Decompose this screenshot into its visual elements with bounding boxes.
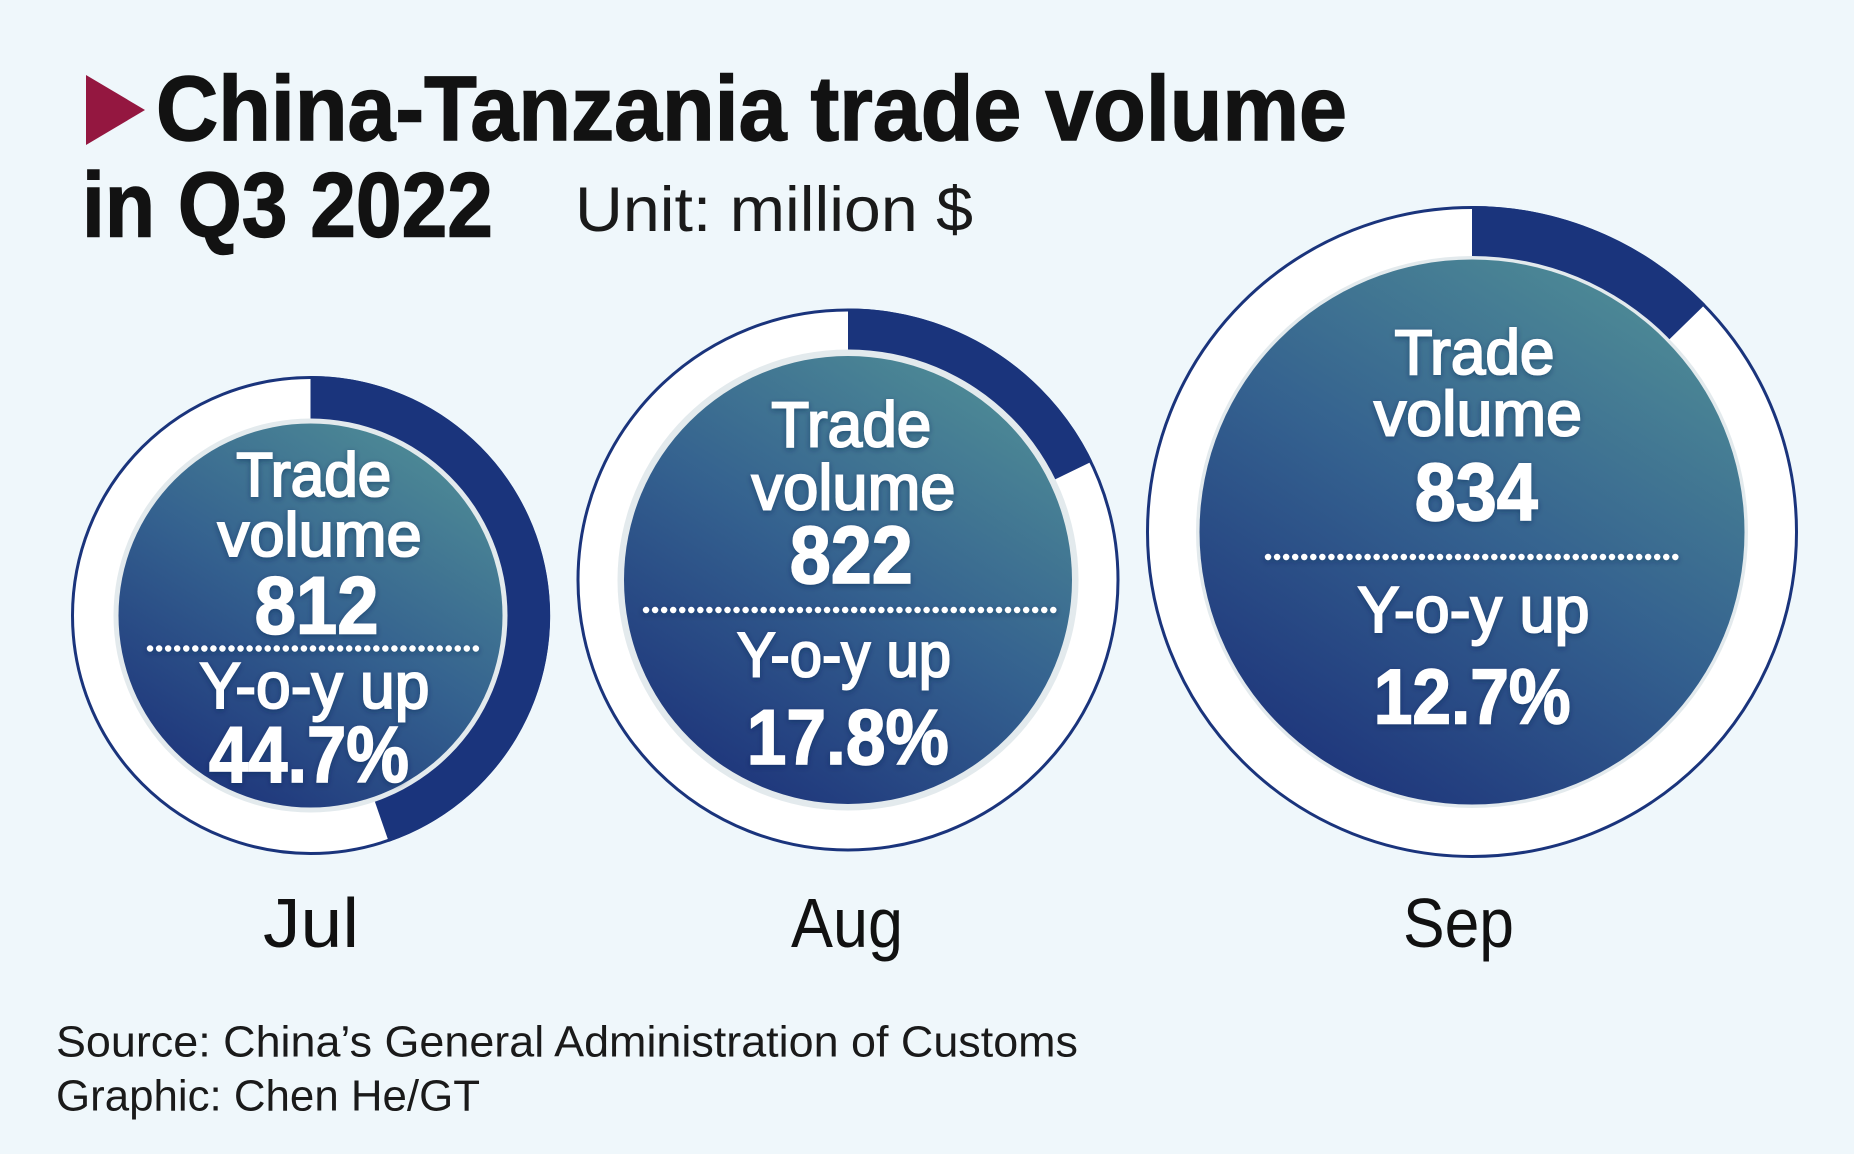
svg-text:volume: volume bbox=[218, 501, 422, 570]
svg-text:Y-o-y up: Y-o-y up bbox=[737, 621, 951, 691]
svg-text:Trade: Trade bbox=[1395, 318, 1555, 388]
svg-text:Sep: Sep bbox=[1403, 884, 1514, 962]
svg-text:Unit: million $: Unit: million $ bbox=[575, 175, 973, 245]
svg-text:Jul: Jul bbox=[263, 884, 359, 962]
svg-text:volume: volume bbox=[752, 452, 956, 524]
svg-text:Trade: Trade bbox=[236, 441, 391, 510]
svg-text:Trade: Trade bbox=[771, 388, 931, 460]
svg-text:17.8%: 17.8% bbox=[747, 693, 949, 781]
svg-text:Source: China’s General Admini: Source: China’s General Administration o… bbox=[56, 1017, 1078, 1066]
svg-text:China-Tanzania trade volume: China-Tanzania trade volume bbox=[156, 58, 1347, 160]
svg-text:12.7%: 12.7% bbox=[1374, 653, 1571, 741]
svg-text:822: 822 bbox=[790, 510, 913, 601]
svg-text:volume: volume bbox=[1374, 379, 1582, 449]
svg-text:Aug: Aug bbox=[791, 884, 903, 962]
svg-text:Y-o-y up: Y-o-y up bbox=[199, 649, 429, 722]
svg-text:in Q3 2022: in Q3 2022 bbox=[82, 155, 493, 257]
svg-text:Graphic: Chen He/GT: Graphic: Chen He/GT bbox=[56, 1072, 480, 1121]
svg-text:812: 812 bbox=[255, 561, 379, 652]
svg-text:Y-o-y up: Y-o-y up bbox=[1358, 573, 1590, 646]
svg-text:834: 834 bbox=[1415, 447, 1538, 538]
svg-text:44.7%: 44.7% bbox=[209, 710, 409, 799]
